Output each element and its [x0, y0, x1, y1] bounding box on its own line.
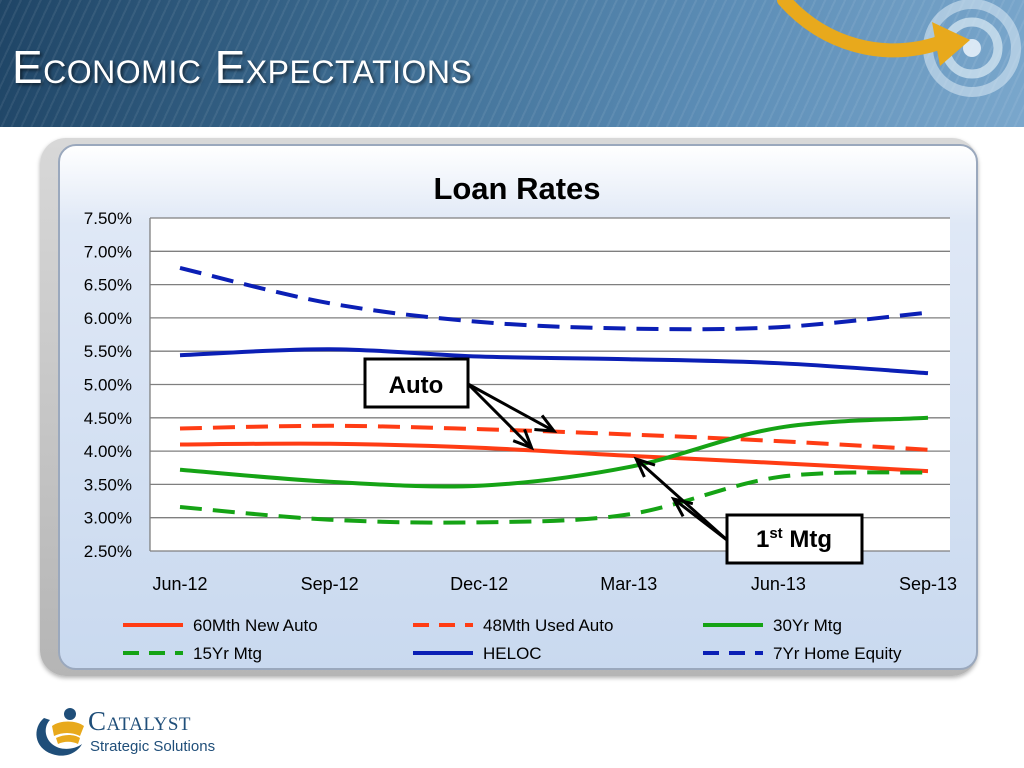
chart-legend: 60Mth New Auto 48Mth Used Auto 30Yr Mtg 15Y…	[123, 616, 902, 663]
annotation-arrow	[635, 457, 728, 542]
y-tick-label: 7.00%	[84, 242, 132, 261]
x-tick-label: Sep-12	[301, 574, 359, 594]
target-arrow-graphic	[777, 0, 1021, 97]
y-tick-label: 3.50%	[84, 475, 132, 494]
series-line	[179, 347, 929, 376]
annotation-arrowhead	[512, 428, 535, 451]
legend-label: 48Mth Used Auto	[483, 616, 613, 635]
annotation-box	[363, 357, 470, 409]
y-tick-label: 4.50%	[84, 409, 132, 428]
slide-header: Economic Expectations	[0, 0, 1024, 127]
logo-tagline: Strategic Solutions	[90, 738, 216, 755]
slide-title: Economic Expectations	[12, 41, 473, 93]
y-tick-label: 6.00%	[84, 309, 132, 328]
y-tick-label: 6.50%	[84, 276, 132, 295]
annotation-arrow	[467, 382, 555, 433]
legend-label: HELOC	[483, 644, 542, 663]
annotations: Auto 1st Mtg	[363, 357, 864, 565]
x-tick-label: Jun-13	[751, 574, 806, 594]
chart-title: Loan Rates	[433, 171, 600, 206]
x-tick-label: Jun-12	[152, 574, 207, 594]
series-line	[179, 415, 929, 489]
curved-arrow-icon	[777, 0, 970, 66]
legend-label: 30Yr Mtg	[773, 616, 842, 635]
y-tick-label: 2.50%	[84, 542, 132, 561]
x-tick-label: Mar-13	[600, 574, 657, 594]
series-line	[179, 441, 929, 474]
legend-label: 60Mth New Auto	[193, 616, 318, 635]
y-tick-label: 5.00%	[84, 376, 132, 395]
legend-label: 15Yr Mtg	[193, 644, 262, 663]
series-line	[179, 470, 929, 525]
series-line	[179, 266, 929, 332]
annotation-label: 1st Mtg	[756, 525, 832, 553]
y-tick-label: 7.50%	[84, 209, 132, 228]
annotation-arrowhead	[633, 456, 656, 478]
header-texture	[0, 0, 1024, 127]
catalyst-logo-icon	[36, 708, 84, 756]
annotation-label: Auto	[389, 372, 444, 399]
annotation-arrowhead	[534, 414, 558, 433]
legend-label: 7Yr Home Equity	[773, 644, 902, 663]
annotation-arrow	[466, 382, 533, 449]
y-tick-label: 5.50%	[84, 342, 132, 361]
x-tick-label: Sep-13	[899, 574, 957, 594]
logo-name: Catalyst	[88, 706, 192, 736]
y-tick-label: 4.00%	[84, 442, 132, 461]
plot-area: 2.50% 3.00% 3.50% 4.00% 4.50% 5.00% 5.50% 6.00%…	[84, 209, 957, 594]
x-tick-label: Dec-12	[450, 574, 508, 594]
y-tick-label: 3.00%	[84, 509, 132, 528]
